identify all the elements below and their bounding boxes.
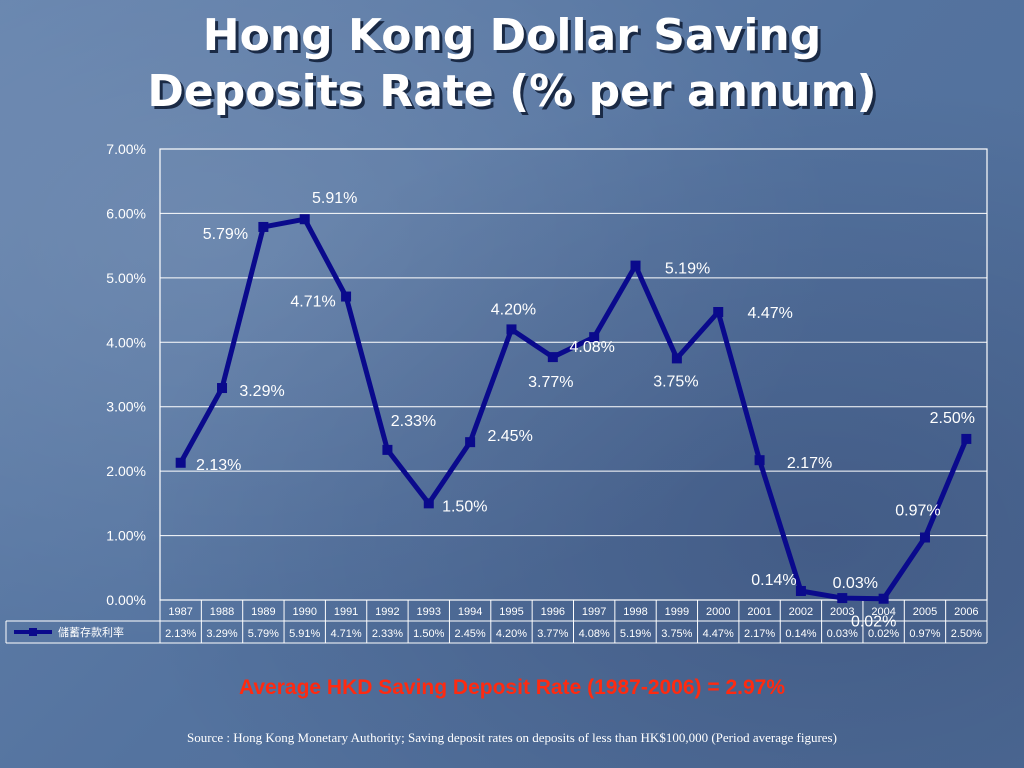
table-value-cell: 2.45%	[455, 628, 486, 640]
x-tick-label: 1987	[168, 606, 192, 618]
x-tick-label: 1996	[541, 606, 565, 618]
data-label: 2.45%	[487, 428, 532, 445]
data-label: 4.08%	[569, 339, 614, 356]
data-label: 3.77%	[528, 374, 573, 391]
table-value-cell: 3.77%	[537, 628, 568, 640]
x-tick-label: 1989	[251, 606, 275, 618]
x-tick-label: 1993	[417, 606, 441, 618]
table-value-cell: 4.47%	[703, 628, 734, 640]
data-label: 4.47%	[748, 305, 793, 322]
source-note: Source : Hong Kong Monetary Authority; S…	[187, 730, 837, 745]
x-tick-label: 1995	[499, 606, 523, 618]
y-tick-label: 5.00%	[106, 270, 146, 286]
table-value-cell: 4.71%	[330, 628, 361, 640]
title-line-2: Deposits Rate (% per annum)	[147, 66, 877, 117]
x-tick-label: 2002	[789, 606, 813, 618]
data-label: 2.13%	[196, 457, 241, 474]
data-label: 0.14%	[751, 572, 796, 589]
table-value-cell: 0.02%	[868, 628, 899, 640]
average-rate-note: Average HKD Saving Deposit Rate (1987-20…	[238, 676, 786, 699]
table-value-cell: 0.97%	[909, 628, 940, 640]
y-tick-label: 2.00%	[106, 463, 146, 479]
data-point-marker	[299, 214, 310, 225]
data-point-marker	[961, 433, 972, 444]
table-value-cell: 0.14%	[785, 628, 816, 640]
x-tick-label: 1991	[334, 606, 358, 618]
data-point-marker	[754, 455, 765, 466]
data-label: 5.19%	[665, 261, 710, 278]
y-tick-label: 7.00%	[106, 141, 146, 157]
y-tick-label: 3.00%	[106, 399, 146, 415]
table-value-cell: 2.33%	[372, 628, 403, 640]
data-point-marker	[465, 437, 476, 448]
data-label: 3.29%	[239, 383, 284, 400]
data-label: 5.91%	[312, 190, 357, 207]
x-tick-label: 1988	[210, 606, 234, 618]
x-tick-label: 2006	[954, 606, 978, 618]
data-point-marker	[258, 221, 269, 232]
data-point-marker	[175, 457, 186, 468]
data-label: 4.71%	[290, 294, 335, 311]
table-value-cell: 3.75%	[661, 628, 692, 640]
data-point-marker	[506, 324, 517, 335]
data-point-marker	[795, 585, 806, 596]
data-point-marker	[423, 498, 434, 509]
x-tick-label: 1999	[665, 606, 689, 618]
data-label: 5.79%	[203, 226, 248, 243]
series-line	[178, 216, 969, 602]
data-label: 0.97%	[895, 503, 940, 520]
y-tick-label: 6.00%	[106, 205, 146, 221]
x-tick-label: 2000	[706, 606, 730, 618]
legend-series-name: 儲蓄存款利率	[58, 625, 124, 639]
x-tick-label: 1992	[375, 606, 399, 618]
y-tick-label: 0.00%	[106, 592, 146, 608]
table-value-cell: 5.91%	[289, 628, 320, 640]
data-label: 1.50%	[442, 498, 487, 515]
x-tick-label: 1998	[623, 606, 647, 618]
data-label: 2.33%	[391, 413, 436, 430]
x-tick-label: 1994	[458, 606, 482, 618]
y-tick-label: 1.00%	[106, 528, 146, 544]
data-point-marker	[837, 593, 848, 604]
slide-title: Hong Kong Dollar Saving Deposits Rate (%…	[0, 8, 1024, 120]
x-tick-label: 2001	[747, 606, 771, 618]
data-label: 2.17%	[787, 455, 832, 472]
title-line-1: Hong Kong Dollar Saving	[202, 10, 822, 61]
x-tick-label: 2004	[871, 606, 895, 618]
data-label: 0.02%	[851, 614, 896, 631]
data-label: 3.75%	[653, 373, 698, 390]
x-tick-label: 2005	[913, 606, 937, 618]
table-value-cell: 2.50%	[951, 628, 982, 640]
data-label: 4.20%	[491, 301, 536, 318]
table-value-cell: 4.08%	[579, 628, 610, 640]
data-point-marker	[547, 352, 558, 363]
data-label: 2.50%	[930, 410, 975, 427]
data-point-marker	[671, 353, 682, 364]
data-point-marker	[630, 260, 641, 271]
table-value-cell: 5.79%	[248, 628, 279, 640]
data-point-marker	[341, 291, 352, 302]
legend-marker-swatch	[29, 628, 37, 636]
data-point-marker	[919, 532, 930, 543]
y-tick-label: 4.00%	[106, 334, 146, 350]
data-point-marker	[217, 383, 228, 394]
x-tick-label: 2003	[830, 606, 854, 618]
table-value-cell: 2.13%	[165, 628, 196, 640]
table-value-cell: 4.20%	[496, 628, 527, 640]
table-value-cell: 3.29%	[206, 628, 237, 640]
data-point-marker	[713, 307, 724, 318]
table-value-cell: 1.50%	[413, 628, 444, 640]
data-point-marker	[382, 444, 393, 455]
table-value-cell: 5.19%	[620, 628, 651, 640]
data-label: 0.03%	[833, 575, 878, 592]
table-value-cell: 2.17%	[744, 628, 775, 640]
x-tick-label: 1990	[292, 606, 316, 618]
data-point-marker	[589, 332, 600, 343]
x-tick-label: 1997	[582, 606, 606, 618]
table-value-cell: 0.03%	[827, 628, 858, 640]
data-point-marker	[878, 593, 889, 604]
